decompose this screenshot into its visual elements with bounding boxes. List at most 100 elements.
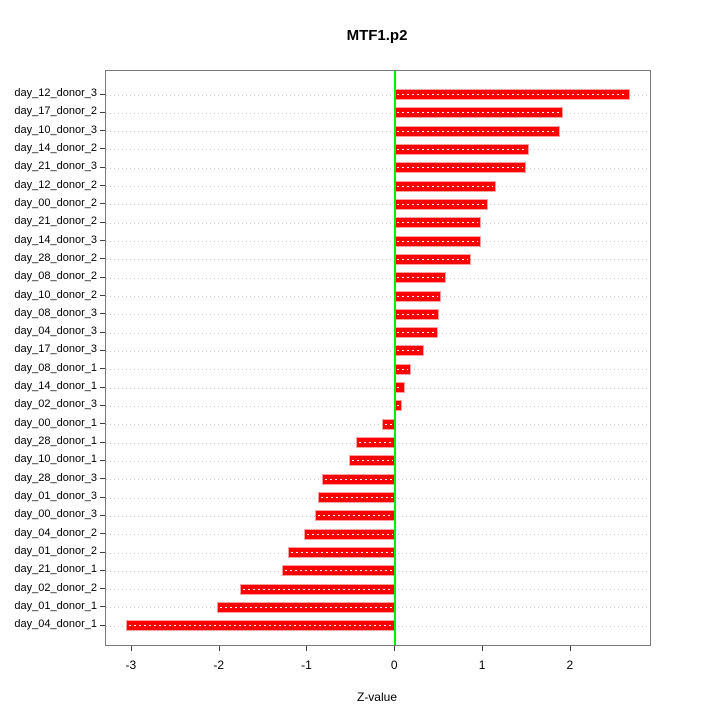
bar-grid-dots: [397, 222, 479, 224]
x-tick-label: -1: [301, 658, 312, 672]
bar: [126, 621, 396, 631]
gridline: [106, 222, 650, 224]
bar-grid-dots: [397, 387, 402, 389]
bar-grid-dots: [291, 552, 394, 553]
y-axis-label: day_01_donor_3: [14, 490, 97, 503]
y-axis-label: day_12_donor_3: [14, 87, 97, 99]
y-tick: [100, 496, 105, 498]
gridline: [106, 204, 650, 206]
y-tick: [100, 185, 105, 187]
gridline: [106, 332, 650, 334]
bar: [382, 419, 396, 429]
y-axis-label: day_00_donor_3: [14, 508, 97, 521]
y-tick: [100, 276, 105, 278]
x-tick-label: -3: [125, 658, 137, 672]
bar: [395, 108, 563, 118]
y-axis-label: day_17_donor_3: [14, 343, 97, 356]
bar: [282, 566, 396, 576]
gridline: [106, 387, 650, 389]
bar-grid-dots: [397, 203, 486, 205]
bar: [316, 511, 396, 521]
y-axis-label: day_21_donor_3: [14, 160, 97, 173]
bar-grid-dots: [397, 350, 422, 352]
bar: [304, 529, 396, 539]
x-tick-label: 2: [566, 658, 574, 672]
y-tick: [100, 404, 105, 406]
bar-grid-dots: [397, 295, 438, 297]
gridline: [106, 424, 650, 426]
gridline: [106, 241, 650, 243]
y-axis-label: day_10_donor_3: [14, 123, 97, 136]
gridline: [106, 314, 650, 316]
y-tick: [100, 423, 105, 425]
y-axis-label: day_02_donor_2: [14, 581, 97, 594]
y-tick: [100, 459, 105, 461]
gridline: [106, 405, 650, 407]
bar: [217, 602, 396, 612]
bar: [395, 163, 526, 173]
x-tick: [569, 646, 571, 651]
gridline: [106, 131, 650, 133]
y-axis-label: day_10_donor_2: [14, 288, 97, 301]
y-tick: [100, 514, 105, 516]
bar-grid-dots: [397, 240, 478, 242]
bar: [395, 144, 528, 154]
y-axis-label: day_14_donor_1: [14, 380, 97, 393]
y-tick: [100, 478, 105, 480]
gridline: [106, 350, 650, 352]
y-axis-label: day_28_donor_2: [14, 251, 97, 264]
y-axis-label: day_17_donor_2: [14, 105, 97, 118]
bar-grid-dots: [397, 94, 627, 95]
bar: [395, 218, 481, 228]
bar: [289, 548, 396, 557]
zero-line: [394, 71, 397, 645]
x-tick: [394, 646, 396, 651]
bar: [240, 584, 396, 594]
bar: [395, 328, 438, 338]
bar-grid-dots: [397, 277, 444, 279]
bar-grid-dots: [397, 332, 436, 334]
bar-grid-dots: [397, 313, 437, 315]
y-axis-label: day_14_donor_2: [14, 141, 97, 154]
gridline: [106, 369, 650, 371]
gridline: [106, 277, 650, 279]
x-tick: [482, 646, 484, 651]
y-tick: [100, 349, 105, 351]
bar: [395, 199, 488, 209]
y-tick: [100, 111, 105, 113]
x-axis-label: Z-value: [356, 690, 397, 704]
y-axis-label: day_04_donor_3: [14, 325, 97, 338]
bar: [395, 273, 446, 283]
x-tick: [306, 646, 308, 651]
gridline: [106, 186, 650, 188]
y-axis-label: day_01_donor_1: [14, 599, 97, 612]
gridline: [106, 112, 650, 114]
y-tick: [100, 569, 105, 571]
bar-grid-dots: [384, 423, 394, 425]
bar-grid-dots: [284, 570, 394, 572]
y-axis-label: day_10_donor_1: [14, 453, 97, 466]
y-axis-label: day_04_donor_2: [14, 526, 97, 539]
bar-grid-dots: [397, 167, 524, 169]
y-tick: [100, 313, 105, 315]
y-axis-label: day_01_donor_2: [14, 545, 97, 557]
bar-grid-dots: [397, 368, 409, 370]
x-tick-label: 0: [390, 658, 398, 672]
bar-grid-dots: [397, 185, 494, 187]
x-tick-label: -2: [213, 658, 224, 672]
y-axis-label: day_12_donor_2: [14, 178, 97, 191]
bar: [395, 236, 480, 246]
x-tick: [130, 646, 132, 651]
bar-grid-dots: [358, 442, 394, 444]
plot-area: [105, 70, 651, 646]
bar-grid-dots: [128, 625, 394, 627]
bar-grid-dots: [351, 460, 394, 462]
bar: [395, 126, 560, 136]
bar-grid-dots: [397, 258, 468, 260]
y-tick: [100, 295, 105, 297]
y-tick: [100, 258, 105, 260]
gridline: [106, 94, 650, 96]
y-axis-label: day_28_donor_1: [14, 435, 97, 448]
bar-grid-dots: [397, 148, 526, 150]
